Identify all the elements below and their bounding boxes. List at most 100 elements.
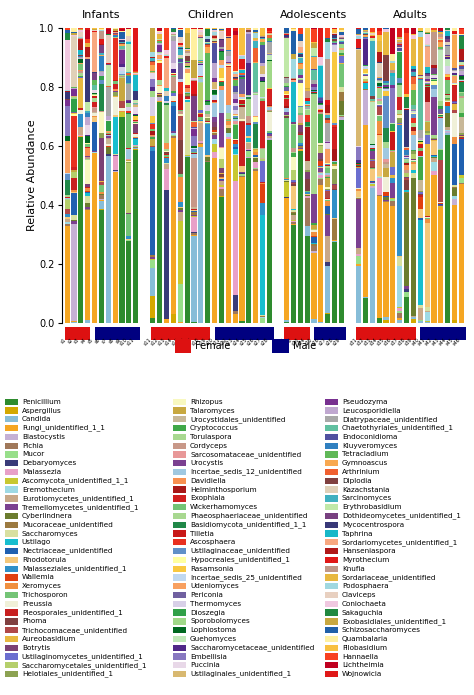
Bar (298, 28, 303, 33)
Bar (64, 136, 70, 141)
Bar (72, 96, 76, 97)
Bar (150, 137, 155, 139)
Bar (64, 200, 70, 208)
Text: s21: s21 (277, 337, 287, 347)
Bar (198, 120, 203, 121)
Bar (325, 190, 330, 191)
Text: Botrytis: Botrytis (22, 645, 50, 651)
Bar (383, 128, 389, 142)
Bar (404, 110, 409, 147)
Bar (425, 133, 430, 135)
Bar (253, 148, 258, 149)
Bar (411, 161, 416, 162)
Bar (205, 53, 210, 100)
Bar (339, 30, 344, 32)
Bar (171, 28, 176, 29)
Text: Tremellomycetes_unidentified_1: Tremellomycetes_unidentified_1 (22, 504, 138, 511)
Bar (233, 181, 237, 295)
Bar (267, 60, 272, 61)
Bar (325, 38, 330, 42)
Bar (133, 101, 138, 103)
Bar (291, 213, 296, 215)
Text: s41: s41 (418, 337, 427, 347)
Bar (126, 107, 131, 111)
Bar (133, 138, 138, 140)
Bar (164, 164, 169, 169)
Bar (339, 101, 344, 115)
Bar (198, 76, 203, 77)
Bar (418, 194, 423, 195)
Bar (85, 196, 90, 203)
Bar (226, 49, 231, 51)
Bar (404, 94, 409, 97)
Bar (459, 139, 464, 174)
Text: s26: s26 (311, 337, 321, 347)
Bar (332, 124, 337, 125)
Bar (226, 120, 231, 125)
Bar (5, 530, 18, 537)
Bar (184, 63, 190, 67)
Bar (452, 205, 457, 320)
Bar (376, 121, 382, 133)
Bar (171, 102, 176, 106)
Bar (284, 322, 289, 323)
Bar (164, 50, 169, 54)
Bar (411, 319, 416, 323)
Bar (205, 117, 210, 118)
Bar (267, 61, 272, 88)
Bar (438, 49, 443, 50)
Bar (438, 47, 443, 49)
Text: Coniochaeta: Coniochaeta (342, 601, 387, 607)
Bar (438, 203, 443, 204)
Bar (178, 28, 183, 29)
Bar (64, 40, 70, 90)
Bar (445, 31, 450, 35)
Bar (339, 88, 344, 92)
Bar (219, 28, 224, 29)
Bar (425, 144, 430, 215)
Bar (5, 548, 18, 555)
Bar (78, 65, 83, 70)
Bar (318, 112, 323, 113)
Bar (325, 172, 330, 175)
Bar (212, 132, 217, 133)
Bar (383, 89, 389, 90)
Bar (164, 55, 169, 56)
Bar (126, 236, 131, 239)
Bar (212, 127, 217, 130)
Text: Arthrinium: Arthrinium (342, 469, 380, 475)
Bar (291, 59, 296, 79)
Bar (5, 662, 18, 669)
Bar (325, 187, 330, 190)
Text: Incertae_sedis_12_unidentified: Incertae_sedis_12_unidentified (190, 468, 302, 475)
Bar (164, 101, 169, 103)
Bar (233, 119, 237, 121)
Bar (431, 162, 437, 171)
Bar (173, 398, 186, 405)
Bar (376, 35, 382, 41)
Bar (390, 123, 395, 124)
Bar (404, 28, 409, 33)
Bar (157, 61, 162, 63)
Bar (78, 39, 83, 40)
Bar (339, 55, 344, 56)
Bar (191, 122, 197, 127)
Bar (171, 138, 176, 313)
Bar (291, 28, 296, 31)
Bar (150, 296, 155, 318)
Text: Sporobolomyces: Sporobolomyces (190, 619, 250, 624)
Bar (78, 76, 83, 77)
Bar (85, 47, 90, 57)
Bar (233, 99, 237, 103)
Bar (78, 38, 83, 39)
Bar (212, 29, 217, 31)
Bar (404, 97, 409, 108)
Bar (304, 89, 310, 91)
Bar (157, 55, 162, 59)
Bar (253, 152, 258, 155)
Bar (425, 312, 430, 321)
Bar (459, 113, 464, 117)
Bar (219, 30, 224, 31)
Bar (339, 92, 344, 101)
Bar (284, 87, 289, 91)
